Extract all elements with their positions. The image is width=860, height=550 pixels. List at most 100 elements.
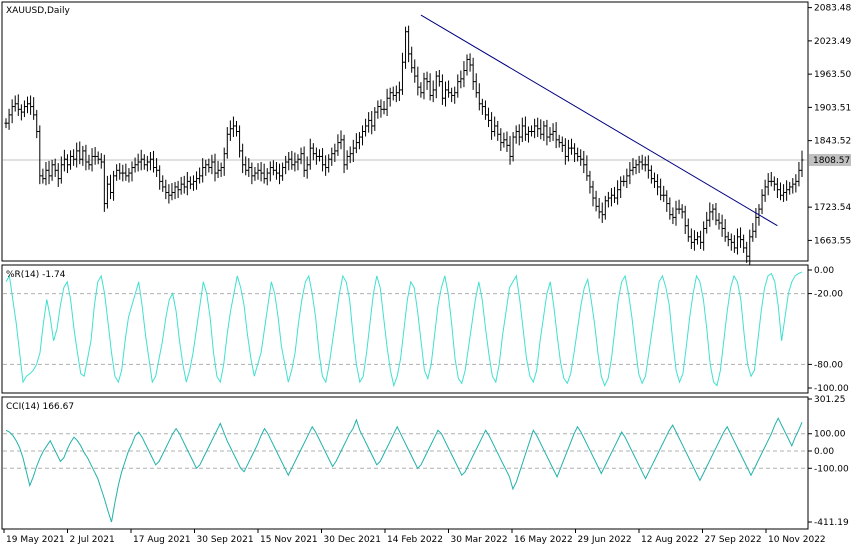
price-bar xyxy=(680,204,684,219)
price-bar xyxy=(637,155,641,174)
date-tick-label: 15 Nov 2021 xyxy=(260,535,318,545)
price-bar xyxy=(56,163,60,187)
price-bar xyxy=(486,107,491,128)
price-bar xyxy=(179,176,183,195)
price-bar xyxy=(643,156,647,172)
price-bar xyxy=(695,231,700,245)
price-bar xyxy=(652,172,657,189)
price-bar xyxy=(314,147,319,165)
price-bar xyxy=(357,132,362,150)
price-bar xyxy=(594,190,598,212)
cci-tick-label: 0.00 xyxy=(814,447,834,457)
price-panel-title: XAUUSD,Daily xyxy=(6,6,70,16)
trendline[interactable] xyxy=(420,14,778,227)
price-bar xyxy=(720,214,724,237)
cci-tick-label: 100.00 xyxy=(814,430,846,440)
price-bar xyxy=(194,171,199,190)
price-bar xyxy=(576,147,580,162)
price-bar xyxy=(44,161,48,186)
price-bar xyxy=(41,168,45,184)
cci-tick-label: -100.00 xyxy=(814,464,849,474)
price-bar xyxy=(348,146,352,164)
price-bar xyxy=(161,175,165,192)
price-bar xyxy=(431,80,435,103)
price-bar xyxy=(53,158,57,177)
price-bar xyxy=(339,130,343,150)
price-bar xyxy=(22,100,27,118)
price-tick-label: 1843.52 xyxy=(814,137,851,147)
price-bar xyxy=(176,180,180,199)
price-bar xyxy=(437,69,441,87)
price-bar xyxy=(397,81,401,102)
price-bar xyxy=(90,148,94,172)
price-bar xyxy=(434,71,438,99)
price-bar xyxy=(400,52,405,95)
cci-panel-title: CCI(14) 166.67 xyxy=(6,402,74,412)
price-bar xyxy=(791,178,795,194)
price-bar xyxy=(536,117,540,138)
price-bar xyxy=(600,202,604,223)
price-bar xyxy=(480,98,484,115)
date-tick-label: 12 Aug 2022 xyxy=(641,535,699,545)
price-bar xyxy=(407,25,411,63)
price-bar xyxy=(253,166,257,181)
price-bar xyxy=(548,127,552,143)
price-bar xyxy=(351,139,355,162)
price-bar xyxy=(333,143,337,162)
price-bar xyxy=(597,198,601,219)
price-bar xyxy=(766,173,770,196)
price-bar xyxy=(173,181,177,200)
price-bar xyxy=(38,125,42,185)
price-bar xyxy=(231,116,236,138)
price-bar xyxy=(302,146,306,177)
price-bar xyxy=(751,222,755,242)
price-bar xyxy=(391,86,395,101)
cci-panel-frame xyxy=(1,396,809,530)
price-bar xyxy=(474,73,478,98)
price-bar xyxy=(284,155,288,175)
price-bar xyxy=(662,185,666,202)
price-bar xyxy=(151,150,156,173)
price-bar xyxy=(290,150,294,170)
price-bar xyxy=(72,149,76,166)
price-bar xyxy=(148,152,153,171)
price-bar xyxy=(28,95,33,115)
price-bar xyxy=(471,57,475,90)
price-bar xyxy=(612,186,617,204)
price-bar xyxy=(493,116,497,137)
price-bar xyxy=(268,161,272,182)
price-bar xyxy=(19,104,23,121)
price-bar xyxy=(456,74,460,98)
price-bar xyxy=(216,160,220,179)
price-bar xyxy=(327,154,331,173)
price-bar xyxy=(105,175,110,209)
price-bar xyxy=(748,229,752,265)
date-tick-label: 10 Nov 2022 xyxy=(768,535,826,545)
price-bar xyxy=(287,152,291,171)
price-bar xyxy=(170,183,174,201)
price-bar xyxy=(689,228,693,250)
cci-tick-label: 301.25 xyxy=(814,395,846,405)
price-bar xyxy=(210,154,214,175)
price-bar xyxy=(742,234,746,253)
price-bar xyxy=(305,156,309,179)
price-bar xyxy=(416,66,420,96)
price-bar xyxy=(330,147,334,166)
price-bar xyxy=(686,218,690,242)
price-bar xyxy=(47,160,51,185)
price-bar xyxy=(222,147,226,176)
price-bar xyxy=(234,120,239,137)
price-bar xyxy=(118,163,122,180)
williams-r-tick-label: 0.00 xyxy=(814,266,834,276)
price-bar xyxy=(465,54,469,76)
price-bar xyxy=(763,179,767,202)
price-bar xyxy=(213,153,217,182)
price-bar xyxy=(367,112,371,133)
price-bar xyxy=(271,160,275,176)
date-tick-label: 14 Feb 2022 xyxy=(387,535,443,545)
price-bar xyxy=(385,88,389,116)
price-bar xyxy=(606,191,610,208)
price-bar xyxy=(13,95,17,112)
price-bar xyxy=(167,184,171,204)
price-bar xyxy=(32,97,36,120)
